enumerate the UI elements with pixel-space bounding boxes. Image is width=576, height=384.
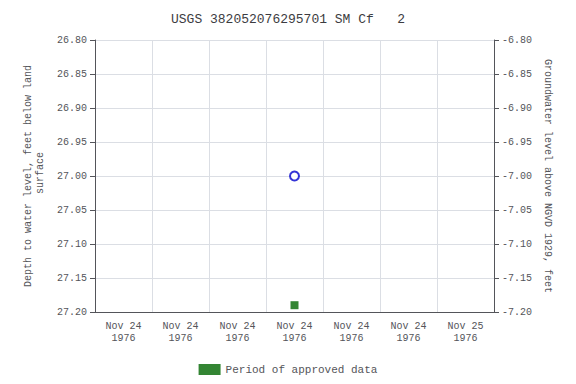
svg-text:Nov 24: Nov 24: [219, 321, 255, 332]
svg-text:26.90: 26.90: [57, 103, 87, 114]
svg-text:-7.00: -7.00: [502, 171, 532, 182]
svg-text:26.80: 26.80: [57, 35, 87, 46]
svg-text:Nov 24: Nov 24: [105, 321, 141, 332]
svg-text:USGS 382052076295701 SM Cf 2: USGS 382052076295701 SM Cf 2: [171, 12, 405, 27]
svg-text:-7.15: -7.15: [502, 273, 532, 284]
svg-text:1976: 1976: [168, 333, 192, 344]
svg-text:-7.05: -7.05: [502, 205, 532, 216]
svg-text:surface: surface: [35, 152, 46, 200]
svg-text:Period of approved data: Period of approved data: [226, 364, 378, 376]
svg-text:1976: 1976: [282, 333, 306, 344]
svg-text:Depth to water level, feet bel: Depth to water level, feet below land: [23, 65, 34, 287]
svg-text:Nov 24: Nov 24: [333, 321, 369, 332]
svg-text:27.05: 27.05: [57, 205, 87, 216]
svg-text:-6.90: -6.90: [502, 103, 532, 114]
svg-text:1976: 1976: [111, 333, 135, 344]
svg-text:Nov 24: Nov 24: [162, 321, 198, 332]
svg-text:-7.10: -7.10: [502, 239, 532, 250]
svg-text:1976: 1976: [339, 333, 363, 344]
svg-text:Nov 24: Nov 24: [276, 321, 312, 332]
svg-text:-6.95: -6.95: [502, 137, 532, 148]
svg-text:26.85: 26.85: [57, 69, 87, 80]
svg-text:27.00: 27.00: [57, 171, 87, 182]
svg-text:1976: 1976: [396, 333, 420, 344]
svg-text:27.15: 27.15: [57, 273, 87, 284]
svg-text:-6.85: -6.85: [502, 69, 532, 80]
svg-text:26.95: 26.95: [57, 137, 87, 148]
svg-text:Groundwater level above NGVD 1: Groundwater level above NGVD 1929, feet: [542, 59, 553, 293]
svg-text:-7.20: -7.20: [502, 307, 532, 318]
svg-text:1976: 1976: [225, 333, 249, 344]
svg-text:27.20: 27.20: [57, 307, 87, 318]
svg-text:Nov 25: Nov 25: [447, 321, 483, 332]
svg-text:1976: 1976: [453, 333, 477, 344]
svg-text:27.10: 27.10: [57, 239, 87, 250]
svg-text:Nov 24: Nov 24: [390, 321, 426, 332]
svg-text:-6.80: -6.80: [502, 35, 532, 46]
